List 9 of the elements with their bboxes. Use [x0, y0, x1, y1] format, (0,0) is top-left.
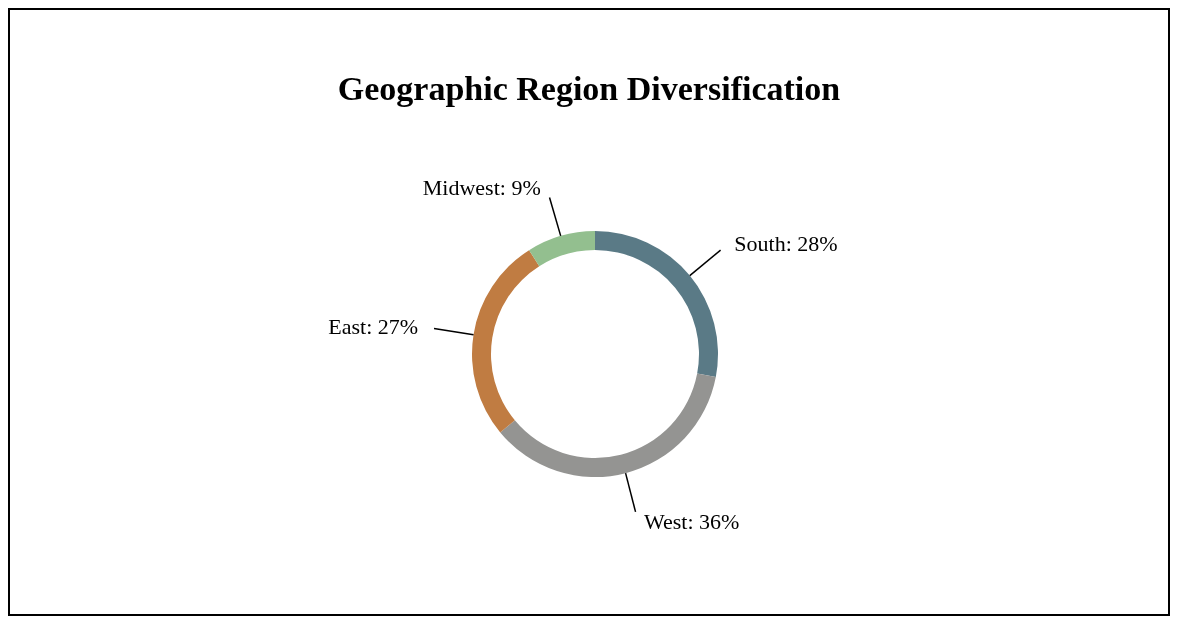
donut-slice — [472, 250, 540, 433]
donut-slice — [529, 231, 595, 267]
donut-slice — [595, 231, 718, 378]
donut-slice — [500, 373, 716, 477]
slice-label: East: 27% — [328, 314, 419, 340]
chart-title: Geographic Region Diversification — [336, 70, 842, 108]
slice-label: South: 28% — [734, 231, 838, 257]
slice-label: Midwest: 9% — [422, 175, 541, 201]
slice-label: West: 36% — [644, 509, 740, 535]
